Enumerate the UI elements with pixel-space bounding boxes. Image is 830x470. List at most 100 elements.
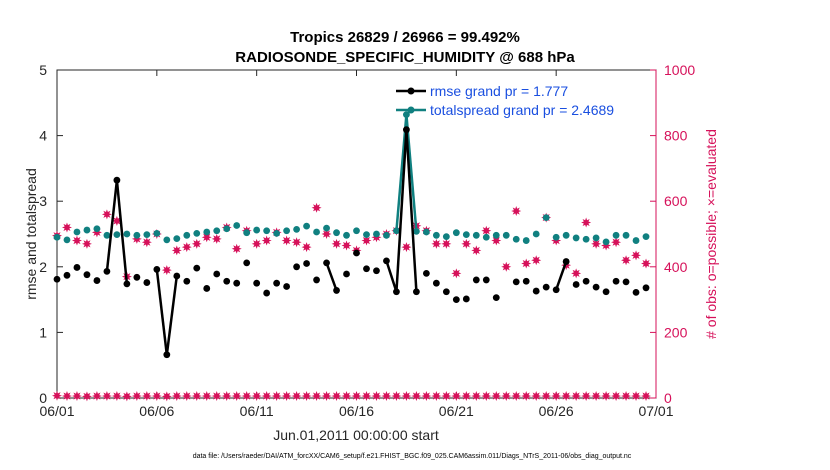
obs-possible-point (191, 238, 202, 249)
totalspread-line-segment (405, 114, 418, 232)
rmse-point (343, 270, 350, 278)
obs-evaluated-point (271, 391, 282, 402)
y2-axis-label: # of obs: o=possible; ×=evaluated (703, 129, 719, 339)
obs-possible-point (481, 225, 492, 236)
obs-evaluated-point (311, 391, 322, 402)
rmse-point (512, 278, 520, 286)
totalspread-point (373, 230, 380, 238)
totalspread-point (283, 227, 291, 235)
obs-evaluated-point (301, 391, 312, 402)
totalspread-point (532, 230, 540, 238)
rmse-point (263, 289, 271, 297)
totalspread-point (572, 234, 580, 242)
obs-evaluated-point (52, 390, 62, 401)
obs-evaluated-point (211, 391, 222, 402)
y-tick-label: 1 (39, 324, 47, 340)
totalspread-point (383, 231, 390, 239)
obs-evaluated-point (631, 391, 642, 402)
obs-evaluated-point (521, 391, 532, 402)
obs-evaluated-point (591, 391, 602, 402)
obs-evaluated-point (581, 391, 592, 402)
rmse-point (243, 259, 251, 267)
obs-possible-point (181, 242, 192, 253)
obs-possible-point (611, 237, 622, 248)
rmse-point (572, 281, 580, 288)
totalspread-point (472, 231, 480, 239)
totalspread-point (163, 236, 171, 244)
y-tick-label: 2 (39, 259, 47, 275)
obs-evaluated-point (481, 391, 492, 402)
totalspread-point (303, 222, 310, 230)
rmse-point (492, 294, 500, 302)
obs-evaluated-point (201, 391, 212, 402)
obs-evaluated-point (471, 391, 482, 402)
rmse-point (413, 288, 420, 296)
rmse-line-segment (325, 262, 338, 291)
obs-evaluated-point (191, 391, 202, 402)
rmse-point (273, 279, 281, 287)
rmse-line-segment (105, 180, 119, 272)
rmse-point (253, 279, 261, 287)
rmse-point (442, 288, 450, 296)
totalspread-point (393, 227, 400, 235)
rmse-point (223, 277, 231, 285)
y2-tick-label: 600 (664, 193, 688, 209)
obs-evaluated-point (251, 391, 262, 402)
totalspread-point (153, 229, 161, 237)
obs-possible-point (441, 238, 452, 249)
obs-evaluated-point (351, 391, 362, 402)
rmse-point (373, 267, 380, 275)
obs-evaluated-point (641, 391, 652, 402)
totalspread-point (452, 229, 460, 237)
rmse-point (432, 279, 440, 287)
obs-possible-point (631, 250, 642, 261)
rmse-point (73, 264, 81, 271)
rmse-point (133, 273, 141, 281)
obs-evaluated-point (461, 391, 472, 402)
obs-evaluated-point (141, 391, 152, 402)
obs-evaluated-point (91, 391, 102, 402)
totalspread-point (552, 233, 560, 241)
rmse-line-segment (165, 275, 179, 355)
obs-evaluated-point (321, 391, 332, 402)
totalspread-point (53, 233, 61, 241)
totalspread-point (243, 229, 251, 237)
obs-possible-point (521, 258, 532, 269)
obs-evaluated-point (121, 391, 132, 402)
rmse-point (472, 276, 480, 284)
obs-possible-point (211, 233, 222, 244)
totalspread-point (293, 226, 300, 233)
obs-evaluated-point (401, 391, 412, 402)
y2-tick-label: 200 (664, 324, 688, 340)
totalspread-point (642, 233, 650, 241)
obs-evaluated-point (261, 391, 272, 402)
rmse-point (153, 266, 161, 273)
y-axis-right: 0 200 400 600 800 1000 (650, 62, 695, 406)
obs-evaluated-point (601, 391, 612, 402)
x-axis-label: Jun.01,2011 00:00:00 start (273, 427, 439, 443)
rmse-point (183, 277, 191, 285)
y-tick-label: 3 (39, 193, 47, 209)
obs-possible-point (261, 235, 272, 246)
obs-possible-point (141, 237, 152, 248)
rmse-point (612, 277, 620, 285)
totalspread-point (173, 235, 181, 242)
totalspread-point (512, 235, 520, 243)
x-tick-label: 06/11 (240, 403, 274, 419)
rmse-point (592, 283, 600, 291)
rmse-point (283, 283, 291, 290)
obs-evaluated-point (231, 391, 242, 402)
rmse-point (393, 288, 400, 296)
totalspread-point (363, 231, 370, 239)
rmse-point (452, 296, 460, 303)
rmse-point (403, 126, 410, 134)
totalspread-point (522, 237, 530, 244)
obs-evaluated-point (451, 391, 462, 402)
rmse-point (582, 277, 590, 285)
totalspread-point (83, 226, 91, 234)
obs-possible-point (331, 238, 342, 249)
rmse-line-segment (405, 129, 418, 292)
obs-evaluated-point (161, 391, 172, 402)
rmse-point (293, 263, 300, 271)
obs-possible-point (461, 238, 472, 249)
